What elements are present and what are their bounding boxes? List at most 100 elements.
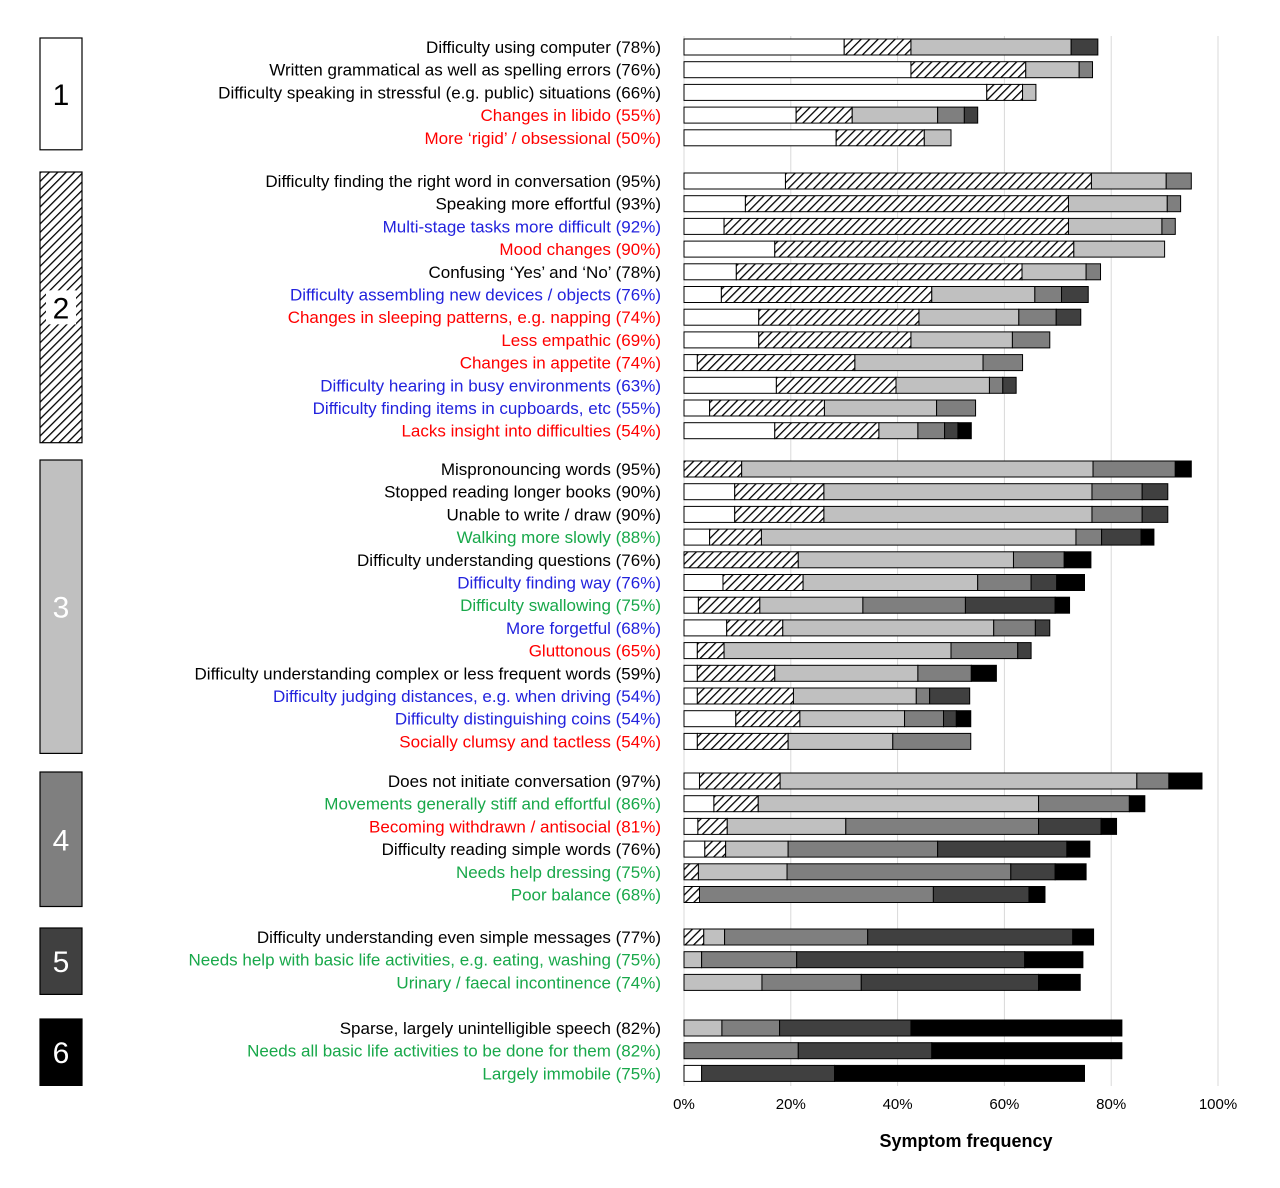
row-label: Difficulty speaking in stressful (e.g. p… [218, 83, 661, 102]
row-label: Poor balance (68%) [511, 886, 661, 905]
bar-segment-stage-4 [982, 354, 1024, 372]
stage-legend: 1 2 3 4 5 6 [39, 37, 83, 1087]
bar-segment-stage-2 [696, 354, 856, 372]
bar-segment-stage-3 [774, 664, 919, 682]
bar-segment-stage-2 [696, 664, 776, 682]
bar-segment-stage-4 [1075, 528, 1103, 546]
bar-segment-stage-3 [1025, 61, 1080, 79]
bar-segment-stage-3 [799, 710, 906, 728]
bar-segment-stage-3 [823, 483, 1093, 501]
bar-segment-stage-2 [734, 505, 825, 523]
bar-segment-stage-1 [683, 308, 760, 326]
bar-segment-stage-2 [835, 129, 925, 147]
bar-segment-stage-6 [931, 1042, 1123, 1060]
bar-segment-stage-3 [851, 106, 939, 124]
bar-segment-stage-1 [683, 331, 760, 349]
stage-label: 2 [53, 292, 70, 325]
bar-segment-stage-3 [779, 772, 1138, 790]
bar-segment-stage-3 [792, 687, 917, 705]
bar-segment-stage-1 [683, 528, 711, 546]
bar-segment-stage-6 [955, 710, 972, 728]
bar-segment-stage-4 [937, 106, 965, 124]
bar-segment-stage-1 [683, 687, 698, 705]
bar-segment-stage-1 [683, 376, 777, 394]
bar-segment-stage-2 [698, 772, 781, 790]
bar-segment-stage-6 [1063, 551, 1092, 569]
row-label: Confusing ‘Yes’ and ‘No’ (78%) [429, 263, 661, 282]
bar-segment-stage-2 [734, 483, 825, 501]
bar-segment-stage-4 [761, 973, 862, 991]
bar-segment-stage-5 [1017, 642, 1032, 660]
bar-segment-stage-2 [720, 286, 933, 303]
row-label: More forgetful (68%) [506, 619, 661, 638]
bar-segment-stage-1 [683, 240, 776, 258]
bar-segment-stage-3 [931, 286, 1036, 303]
bar-segment-stage-6 [834, 1064, 1086, 1082]
row-label: Unable to write / draw (90%) [447, 505, 661, 524]
row-label: Difficulty reading simple words (76%) [382, 840, 661, 859]
row-label: Difficulty understanding even simple mes… [257, 928, 661, 947]
bar-segment-stage-1 [683, 354, 698, 372]
bar-segment-stage-5 [779, 1019, 912, 1037]
bar-segment-stage-4 [917, 422, 946, 440]
bar-segment-stage-3 [823, 505, 1093, 523]
row-label: Difficulty finding items in cupboards, e… [313, 399, 661, 418]
bar-segment-stage-3 [1067, 217, 1163, 235]
bar-segment-stage-4 [1091, 505, 1143, 523]
bar-segment-stage-6 [1128, 795, 1146, 813]
bar-segment-stage-2 [683, 863, 699, 881]
bar-segment-stage-2 [758, 331, 912, 349]
bar-segment-stage-4 [936, 399, 977, 417]
bar-segment-stage-2 [696, 642, 725, 660]
stage-label: 3 [53, 592, 70, 625]
bar-segment-stage-1 [683, 817, 699, 835]
row-label: Movements generally stiff and effortful … [324, 795, 661, 814]
bar-segment-stage-5 [797, 1042, 933, 1060]
row-label: Speaking more effortful (93%) [435, 195, 661, 214]
bar-segment-stage-3 [1090, 172, 1167, 190]
bar-segment-stage-4 [787, 840, 939, 858]
bar-segment-stage-3 [723, 642, 952, 660]
bar-segment-stage-4 [977, 574, 1032, 591]
bar-segment-stage-4 [892, 732, 972, 750]
bar-segment-stage-3 [683, 951, 703, 969]
bar-segment-stage-1 [683, 106, 797, 124]
bar-segment-stage-5 [701, 1064, 836, 1082]
bar-segment-stage-5 [1141, 483, 1169, 501]
bar-segment-stage-3 [910, 331, 1013, 349]
bar-segment-stage-6 [1056, 574, 1086, 591]
bar-segment-stage-4 [988, 376, 1004, 394]
bar-segment-stage-1 [683, 195, 746, 213]
bar-segment-stage-2 [784, 172, 1092, 190]
bar-segment-stage-4 [1161, 217, 1176, 235]
bar-segment-stage-4 [1085, 263, 1102, 281]
bar-segment-stage-4 [845, 817, 1040, 835]
bar-segment-stage-3 [759, 596, 864, 614]
row-label: Sparse, largely unintelligible speech (8… [340, 1019, 661, 1038]
bar-segment-stage-2 [722, 574, 804, 591]
bar-segment-stage-4 [1012, 551, 1065, 569]
row-label: Changes in sleeping patterns, e.g. nappi… [288, 308, 661, 327]
row-label: Becoming withdrawn / antisocial (81%) [369, 817, 661, 836]
row-label: Difficulty hearing in busy environments … [320, 376, 661, 395]
bar-segment-stage-3 [760, 528, 1077, 546]
bar-segment-stage-4 [683, 1042, 799, 1060]
row-label: Needs help with basic life activities, e… [189, 951, 661, 970]
bar-segment-stage-6 [1066, 840, 1091, 858]
bar-segment-stage-5 [796, 951, 1026, 969]
bar-segment-stage-2 [723, 217, 1069, 235]
row-label: Changes in appetite (74%) [460, 354, 661, 373]
row-label: Stopped reading longer books (90%) [384, 483, 661, 502]
bar-segment-stage-2 [683, 460, 743, 478]
bar-segment-stage-1 [683, 710, 737, 728]
bar-segment-stage-4 [1078, 61, 1094, 79]
row-label: Mispronouncing words (95%) [441, 460, 661, 479]
row-labels: Difficulty using computer (78%) Written g… [189, 38, 661, 1083]
bar-segment-stage-3 [1022, 83, 1037, 101]
bar-segment-stage-5 [1055, 308, 1082, 326]
bar-segment-stage-6 [1028, 886, 1046, 903]
bar-segment-stage-6 [1038, 973, 1081, 991]
bar-segment-stage-4 [993, 619, 1036, 637]
stage-label: 5 [53, 946, 70, 979]
